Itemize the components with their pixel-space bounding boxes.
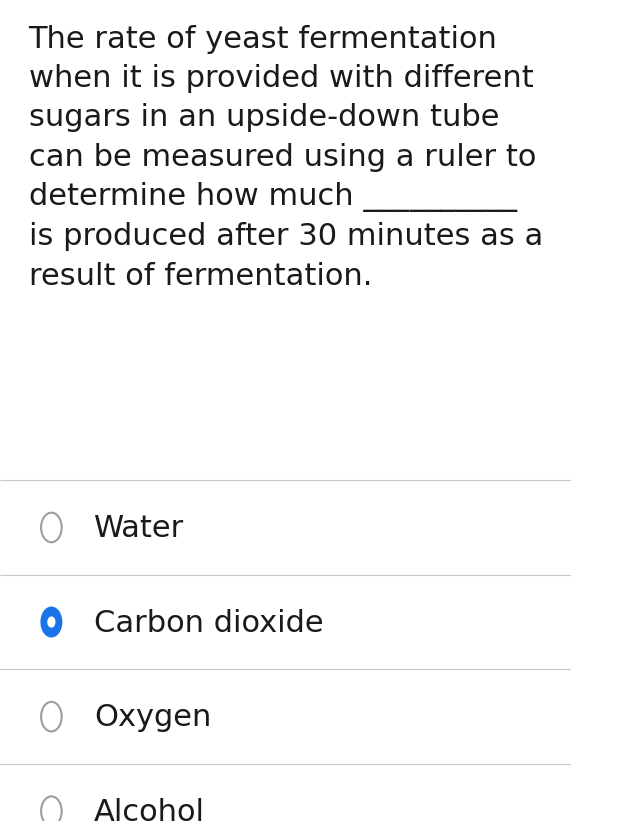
- Text: The rate of yeast fermentation
when it is provided with different
sugars in an u: The rate of yeast fermentation when it i…: [29, 25, 542, 291]
- Circle shape: [41, 608, 62, 637]
- Text: Alcohol: Alcohol: [94, 797, 205, 826]
- Text: Carbon dioxide: Carbon dioxide: [94, 608, 324, 637]
- Circle shape: [48, 618, 55, 627]
- Text: Water: Water: [94, 513, 184, 542]
- Text: Oxygen: Oxygen: [94, 702, 212, 731]
